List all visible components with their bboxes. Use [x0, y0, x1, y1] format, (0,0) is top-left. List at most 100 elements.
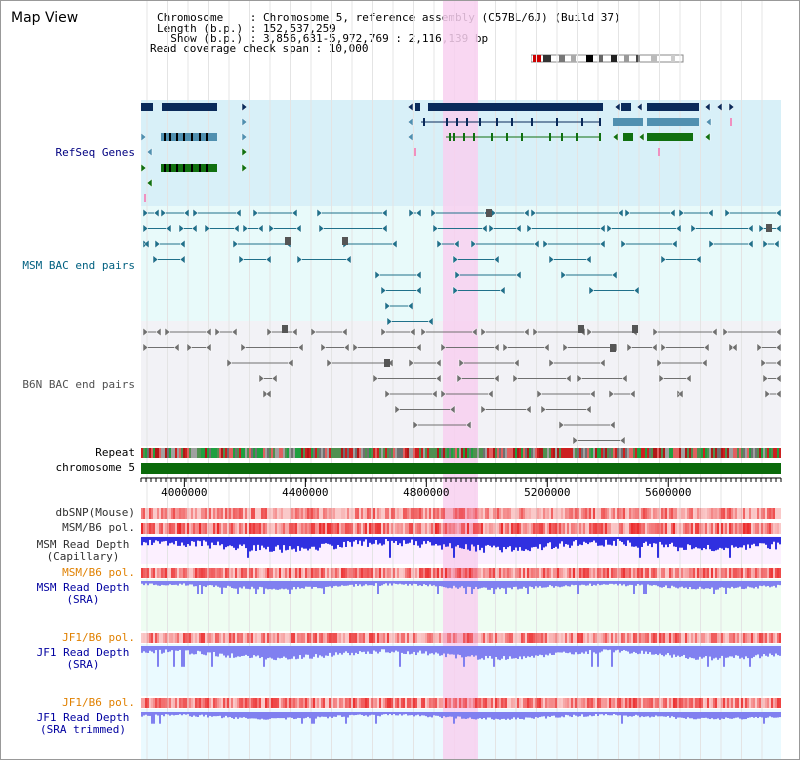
b6n-bac-end-marker	[762, 373, 769, 384]
msm-pol2-heat-cell	[545, 568, 547, 578]
msm-pol2-heat-cell	[205, 568, 207, 578]
msm-pol2-heat-cell	[705, 568, 707, 578]
msm-sra-depth-bar	[557, 581, 559, 587]
jf1-pol2-heat-cell	[349, 698, 351, 708]
msm-capillary-depth-bar	[201, 537, 203, 547]
jf1-pol-heat-cell	[303, 633, 305, 643]
repeat-segment	[583, 448, 585, 458]
msm-capillary-depth-bar	[237, 537, 239, 549]
dbsnp-heat-cell	[607, 508, 609, 519]
dbsnp-heat-cell	[405, 508, 407, 519]
dbsnp-heat-cell	[307, 508, 309, 519]
msm-capillary-depth-bar	[275, 537, 277, 547]
dbsnp-heat-cell	[289, 508, 291, 519]
jf1-pol2-heat-cell	[533, 698, 535, 708]
gene-strand	[241, 163, 248, 173]
jf1-sra-depth-bar	[147, 646, 149, 653]
gene-strand	[140, 163, 147, 173]
msm-pol2-heat-cell	[747, 568, 749, 578]
msm-pol2-heat-cell	[361, 568, 363, 578]
b6n-bac-end-marker	[525, 404, 532, 415]
dbsnp-heat-cell	[313, 508, 315, 519]
jf1-trimmed-depth-bar	[187, 712, 189, 715]
jf1-sra-depth-bar	[527, 646, 529, 657]
dbsnp-heat-cell	[585, 508, 587, 519]
jf1-trimmed-depth-bar	[221, 712, 223, 719]
msm-sra-depth-bar	[333, 581, 335, 587]
repeat-segment	[427, 448, 429, 458]
jf1-pol-heat-cell	[569, 633, 571, 643]
jf1-pol-heat-cell	[577, 633, 579, 643]
msm-pol2-heat-cell	[765, 568, 767, 578]
jf1-trimmed-depth-bar	[181, 712, 183, 716]
msm-sra-depth-bar	[665, 581, 667, 586]
jf1-sra-depth-bar	[393, 646, 395, 653]
msm-pol2-heat-cell	[157, 568, 159, 578]
dbsnp-heat-cell	[229, 508, 231, 519]
msm-pol-heat-cell	[241, 523, 243, 534]
msm-capillary-depth-bar	[575, 537, 577, 541]
msm-pol-heat-cell	[733, 523, 735, 534]
msm-pol2-heat-cell	[531, 568, 533, 578]
jf1-trimmed-depth-bar	[773, 712, 775, 718]
repeat-segment	[719, 448, 721, 458]
msm-pol-heat-cell	[325, 523, 327, 534]
dbsnp-heat-cell	[579, 508, 581, 519]
jf1-pol-heat-cell	[435, 633, 437, 643]
b6n-bac-end-marker	[262, 389, 269, 399]
repeat-segment	[355, 448, 357, 458]
msm-pol-heat-cell	[469, 523, 471, 534]
jf1-pol-heat-cell	[319, 633, 321, 643]
dbsnp-heat-cell	[427, 508, 429, 519]
msm-sra-depth-bar	[479, 581, 481, 589]
repeat-segment	[503, 448, 505, 458]
jf1-pol2-heat-cell	[769, 698, 771, 708]
jf1-pol2-heat-cell	[561, 698, 563, 708]
msm-sra-depth-bar	[475, 581, 477, 587]
repeat-segment	[541, 448, 543, 458]
msm-capillary-depth-bar	[453, 537, 455, 558]
jf1-trimmed-depth-bar	[215, 712, 217, 717]
b6n-bac-end-marker	[471, 327, 478, 337]
msm-pol2-heat-cell	[613, 568, 615, 578]
jf1-pol-heat-cell	[665, 633, 667, 643]
msm-bac-end-marker	[499, 285, 506, 296]
jf1-pol2-heat-cell	[453, 698, 455, 708]
repeat-segment	[661, 448, 663, 458]
msm-pol-heat-cell	[527, 523, 529, 534]
dbsnp-heat-cell	[713, 508, 715, 519]
dbsnp-heat-cell	[567, 508, 569, 519]
dbsnp-heat-cell	[233, 508, 235, 519]
repeat-segment	[717, 448, 719, 458]
jf1-pol2-heat-cell	[751, 698, 753, 708]
msm-pol2-heat-cell	[307, 568, 309, 578]
msm-sra-depth-bar	[239, 581, 241, 588]
msm-capillary-depth-bar	[273, 537, 275, 552]
msm-pol-heat-cell	[379, 523, 381, 534]
repeat-segment	[163, 448, 165, 458]
msm-sra-depth-bar	[421, 581, 423, 587]
b6n-bac-label: B6N BAC end pairs	[22, 378, 135, 391]
jf1-pol-heat-cell	[243, 633, 245, 643]
msm-pol2-heat-cell	[243, 568, 245, 578]
msm-bac-end-marker	[152, 254, 159, 265]
jf1-sra-depth-bar	[543, 646, 545, 658]
msm-pol2-heat-cell	[447, 568, 449, 578]
jf1-pol2-heat-cell	[543, 698, 545, 708]
repeat-segment	[289, 448, 291, 458]
msm-pol-heat-cell	[511, 523, 513, 534]
msm-pol2-heat-cell	[561, 568, 563, 578]
repeat-segment	[375, 448, 377, 458]
msm-capillary-depth-bar	[735, 537, 737, 547]
repeat-segment	[353, 448, 355, 458]
repeat-segment	[365, 448, 367, 458]
dbsnp-heat-cell	[231, 508, 233, 519]
jf1-pol-heat-cell	[149, 633, 151, 643]
jf1-trimmed-depth-bar	[677, 712, 679, 718]
repeat-segment	[729, 448, 731, 458]
jf1-sra-depth-bar	[721, 646, 723, 656]
msm-capillary-depth-bar	[557, 537, 559, 549]
jf1-pol2-heat-cell	[159, 698, 161, 708]
msm-pol-heat-cell	[425, 523, 427, 534]
